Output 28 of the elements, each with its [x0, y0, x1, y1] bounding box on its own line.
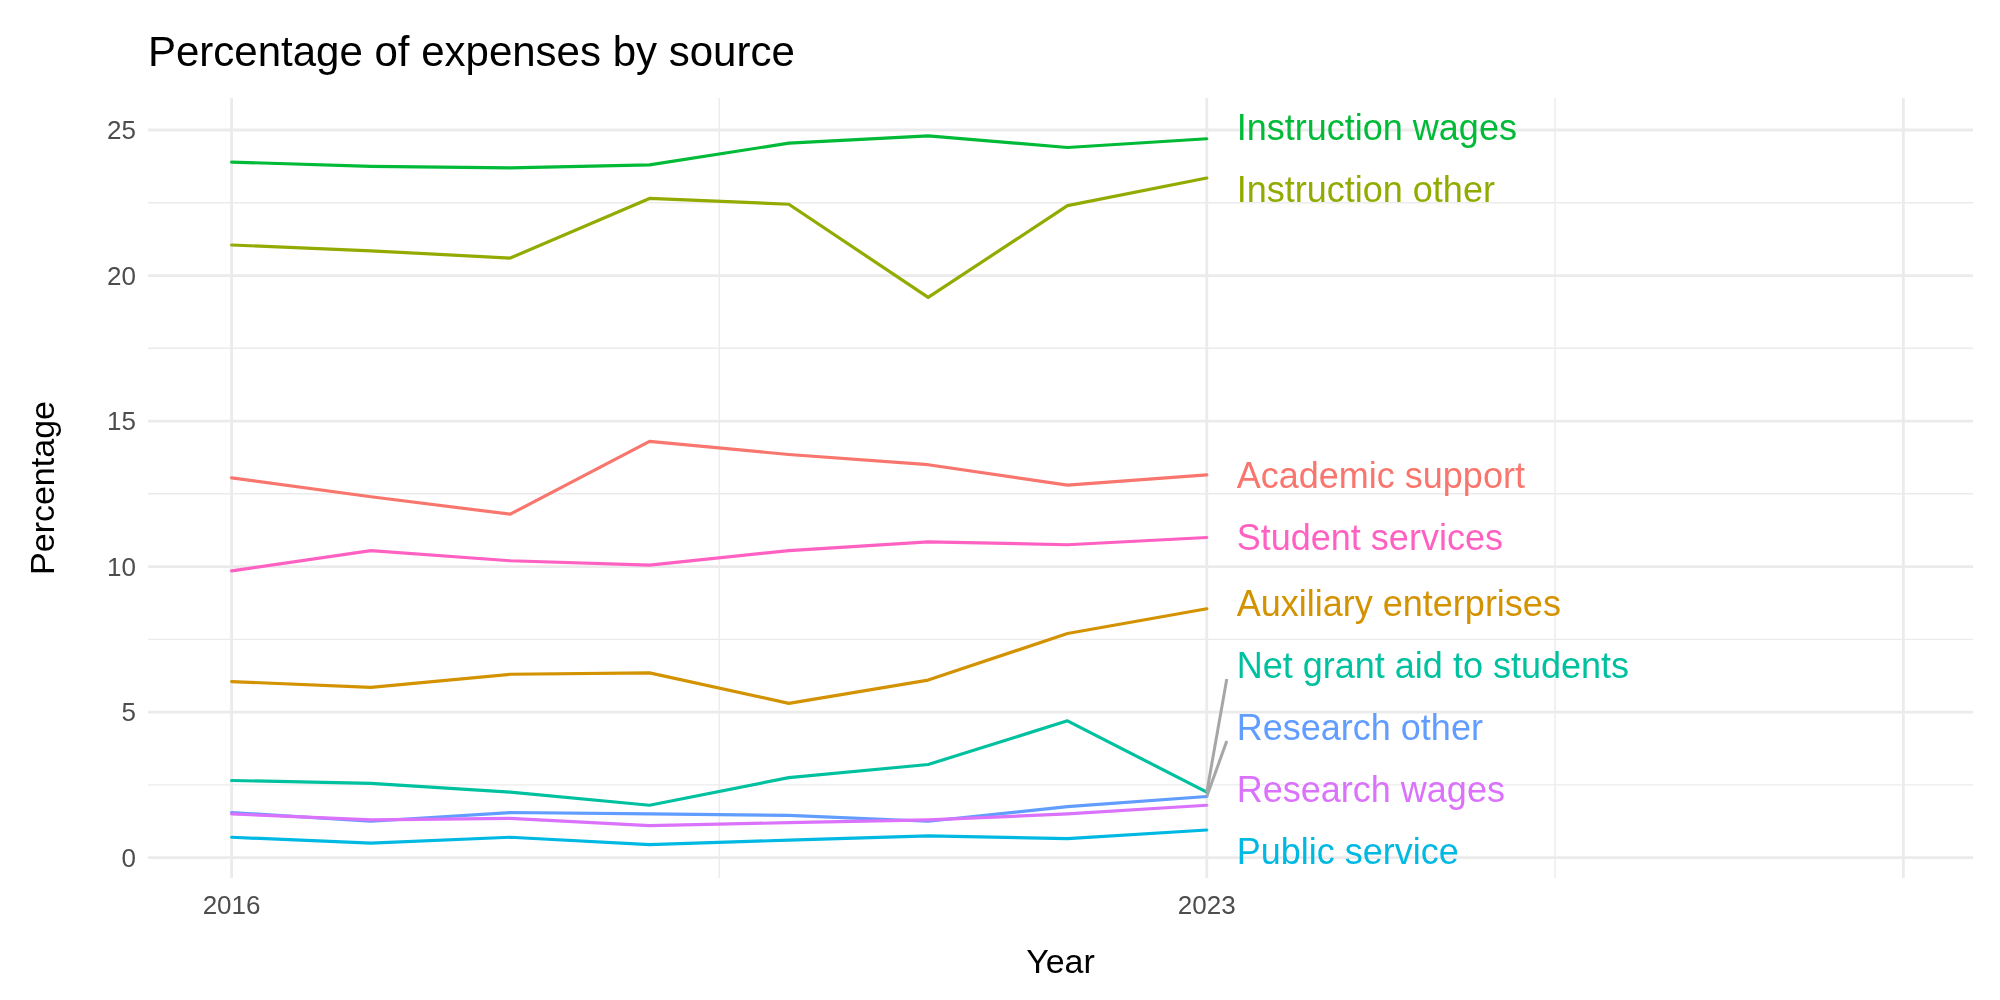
y-tick-label: 10 [107, 551, 136, 582]
series-label: Academic support [1236, 454, 1525, 496]
series-label: Research wages [1236, 768, 1505, 810]
series-label: Auxiliary enterprises [1236, 582, 1561, 624]
series-label: Research other [1236, 706, 1483, 748]
series-label: Student services [1236, 517, 1503, 559]
text: Net grant aid to students [1236, 644, 1630, 686]
y-tick-label: 20 [107, 260, 136, 291]
y-axis-title: Percentage [23, 401, 61, 575]
line-series [229, 828, 1209, 847]
y-tick-label: 5 [121, 697, 136, 728]
line-series [229, 607, 1209, 705]
line-series [229, 719, 1209, 807]
line-series [229, 134, 1209, 170]
y-tick-label: 0 [121, 842, 136, 873]
line-series [229, 535, 1209, 573]
y-tick-label: 25 [107, 115, 136, 146]
line-series [229, 803, 1209, 828]
x-axis-title: Year [1026, 942, 1095, 980]
y-tick-label: 15 [107, 406, 136, 437]
line-series [229, 176, 1209, 299]
x-tick-label: 2016 [202, 890, 261, 920]
series-label: Instruction other [1236, 168, 1495, 210]
line-series [229, 439, 1209, 516]
series-label: Instruction wages [1236, 106, 1517, 148]
series-label: Public service [1236, 830, 1459, 872]
x-tick-label: 2023 [1177, 890, 1236, 920]
chart-title: Percentage of expenses by source [148, 28, 795, 75]
